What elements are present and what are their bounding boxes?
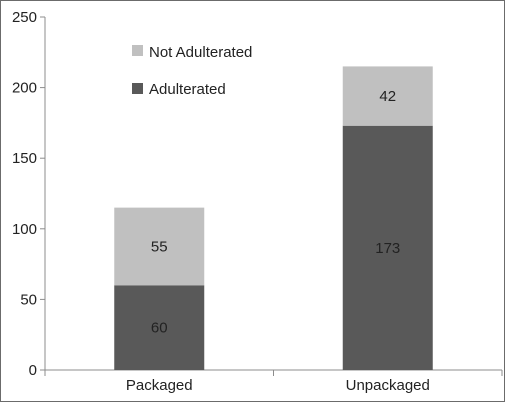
data-label-packaged-adulterated: 60 xyxy=(151,320,168,337)
y-tick-label: 200 xyxy=(12,80,37,97)
y-tick-label: 250 xyxy=(12,9,37,26)
data-label-unpackaged-adulterated: 173 xyxy=(375,240,400,257)
legend-swatch-adulterated xyxy=(132,83,143,94)
bar-packaged-not-adulterated xyxy=(114,207,205,286)
y-tick-label: 100 xyxy=(12,221,37,238)
y-tick-label: 150 xyxy=(12,150,37,167)
chart-tick-labels: 0 50 100 150 200 250 Packaged Unpackaged xyxy=(12,9,430,394)
x-tick-label-unpackaged: Unpackaged xyxy=(346,377,430,394)
y-tick-label: 0 xyxy=(29,362,37,379)
legend-label-adulterated: Adulterated xyxy=(149,81,226,98)
chart-bars: 60 55 173 42 xyxy=(114,66,433,370)
data-label-unpackaged-not-adulterated: 42 xyxy=(379,88,396,105)
data-label-packaged-not-adulterated: 55 xyxy=(151,238,168,255)
y-tick-label: 50 xyxy=(20,291,37,308)
x-tick-label-packaged: Packaged xyxy=(126,377,193,394)
bar-packaged-adulterated xyxy=(114,285,205,370)
legend-swatch-not-adulterated xyxy=(132,45,143,56)
legend-label-not-adulterated: Not Adulterated xyxy=(149,44,252,61)
chart-legend: Not Adulterated Adulterated xyxy=(132,44,252,98)
bar-unpackaged-not-adulterated xyxy=(342,66,433,126)
bar-unpackaged-adulterated xyxy=(342,125,433,370)
